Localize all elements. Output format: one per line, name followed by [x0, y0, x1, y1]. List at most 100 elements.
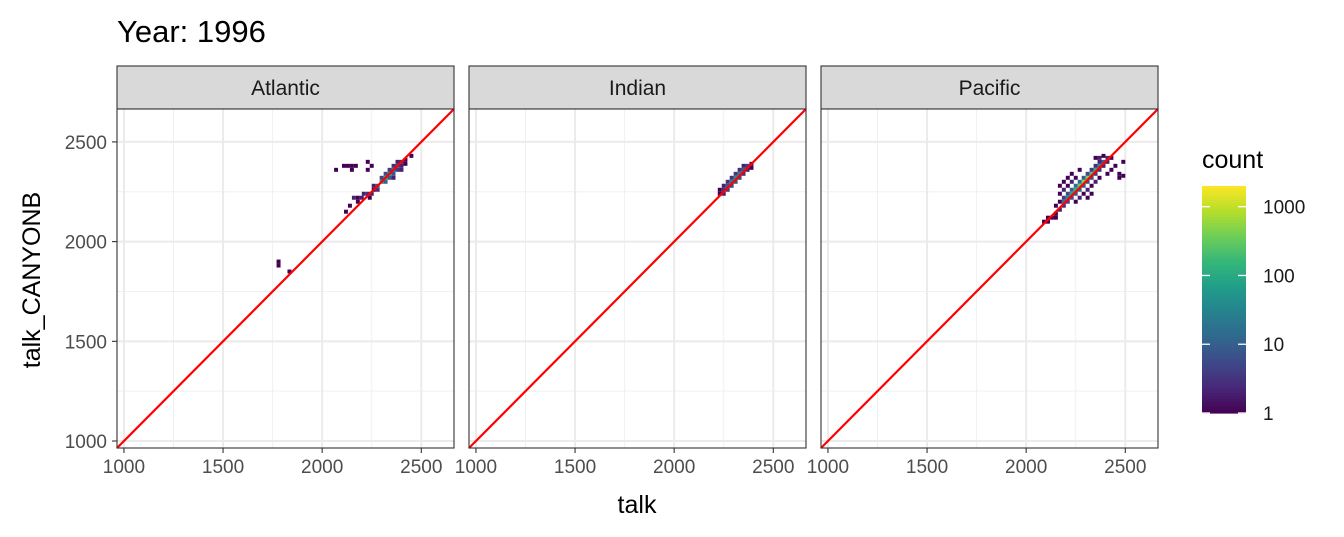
x-tick-label: 1500 — [202, 457, 244, 478]
legend-gradient-slice — [1202, 410, 1246, 414]
heatmap-bin — [365, 159, 370, 164]
heatmap-bin — [1069, 179, 1074, 184]
heatmap-bin — [1045, 215, 1050, 220]
legend-gradient-slice — [1202, 288, 1246, 292]
legend-gradient-slice — [1202, 186, 1246, 190]
heatmap-bin — [729, 183, 734, 188]
heatmap-bin — [361, 191, 366, 196]
legend-gradient-slice — [1202, 254, 1246, 258]
legend-gradient-slice — [1202, 268, 1246, 272]
legend-gradient-slice — [1202, 211, 1246, 215]
heatmap-bin — [349, 167, 354, 172]
legend-gradient-slice — [1202, 322, 1246, 326]
strip-background — [468, 65, 807, 110]
legend-gradient-slice — [1202, 293, 1246, 298]
heatmap-bin — [1061, 179, 1066, 184]
heatmap-bin — [733, 175, 738, 180]
y-tick-label: 2000 — [65, 233, 107, 254]
heatmap-bin — [729, 175, 734, 180]
heatmap-bin — [334, 167, 339, 172]
legend-gradient-slice — [1202, 356, 1246, 360]
heatmap-bin — [1069, 187, 1074, 192]
heatmap-bin — [1069, 195, 1074, 200]
heatmap-bin — [1085, 187, 1090, 192]
heatmap-bin — [725, 187, 730, 192]
legend-gradient-slice — [1202, 302, 1246, 306]
legend-gradient-slice — [1202, 271, 1246, 275]
heatmap-bin — [1049, 215, 1054, 220]
heatmap-bin — [1069, 171, 1074, 176]
heatmap-bin — [717, 187, 722, 192]
heatmap-bin — [276, 263, 281, 268]
heatmap-bin — [1113, 163, 1118, 168]
heatmap-bin — [1081, 191, 1086, 196]
legend-gradient-slice — [1202, 222, 1246, 227]
legend-gradient-slice — [1202, 336, 1246, 340]
legend-gradient-slice — [1202, 398, 1246, 403]
legend-gradient-slice — [1202, 344, 1246, 349]
heatmap-bin — [1093, 179, 1098, 184]
heatmap-bin — [403, 161, 408, 166]
legend-break-label: 1000 — [1263, 198, 1305, 219]
heatmap-bin — [733, 171, 738, 176]
heatmap-bin — [349, 163, 354, 168]
x-tick-label: 1000 — [807, 457, 849, 478]
legend-gradient-slice — [1202, 251, 1246, 255]
heatmap-bin — [1117, 171, 1122, 176]
heatmap-bin — [1073, 187, 1078, 192]
heatmap-bin — [409, 153, 414, 158]
heatmap-bin — [1077, 183, 1082, 188]
heatmap-bin — [721, 183, 726, 188]
legend-gradient-slice — [1202, 290, 1246, 295]
heatmap-bin — [1117, 175, 1122, 180]
legend-gradient-slice — [1202, 378, 1246, 383]
heatmap-bin — [355, 199, 360, 204]
heatmap-bin — [1057, 183, 1062, 188]
legend-gradient-slice — [1202, 370, 1246, 374]
legend-gradient-slice — [1202, 237, 1246, 241]
heatmap-bin — [1097, 167, 1102, 172]
panel-border — [116, 108, 455, 449]
chart-title: Year: 1996 — [117, 14, 266, 49]
heatmap-bin — [359, 195, 364, 200]
heatmap-bin — [1069, 191, 1074, 196]
heatmap-bin — [1093, 167, 1098, 172]
heatmap-bin — [1077, 187, 1082, 192]
legend-gradient-slice — [1202, 191, 1246, 196]
strip-label-pacific: Pacific — [959, 77, 1021, 100]
legend-gradient-slice — [1202, 197, 1246, 201]
heatmap-bin — [725, 183, 730, 188]
heatmap-bin — [749, 165, 754, 170]
heatmap-bin — [741, 171, 746, 176]
heatmap-bin — [347, 203, 352, 208]
legend-gradient-slice — [1202, 330, 1246, 335]
heatmap-bin — [1089, 191, 1094, 196]
legend-gradient-slice — [1202, 404, 1246, 408]
y-tick-label: 2500 — [65, 133, 107, 154]
heatmap-bin — [1121, 159, 1126, 164]
legend-gradient-slice — [1202, 242, 1246, 247]
heatmap-bin — [391, 171, 396, 176]
heatmap-bin — [1093, 155, 1098, 160]
heatmap-bin — [369, 191, 374, 196]
heatmap-bin — [379, 175, 384, 180]
strip-label-atlantic: Atlantic — [251, 77, 320, 100]
heatmap-bin — [1105, 159, 1110, 164]
heatmap-bin — [1081, 175, 1086, 180]
heatmap-bin — [387, 167, 392, 172]
legend-gradient-slice — [1202, 395, 1246, 400]
legend-gradient-slice — [1202, 333, 1246, 337]
heatmap-bin — [1045, 219, 1050, 224]
heatmap-bin — [387, 175, 392, 180]
legend-gradient-slice — [1202, 188, 1246, 193]
heatmap-bin — [1065, 183, 1070, 188]
legend-gradient-slice — [1202, 273, 1246, 278]
x-tick-label: 1500 — [554, 457, 596, 478]
heatmap-bin — [367, 195, 372, 200]
x-axis-title: talk — [618, 491, 657, 519]
heatmap-bin — [1093, 171, 1098, 176]
legend-gradient-slice — [1202, 325, 1246, 329]
heatmap-bin — [737, 175, 742, 180]
heatmap-bin — [1109, 155, 1114, 160]
heatmap-bin — [1061, 203, 1066, 208]
